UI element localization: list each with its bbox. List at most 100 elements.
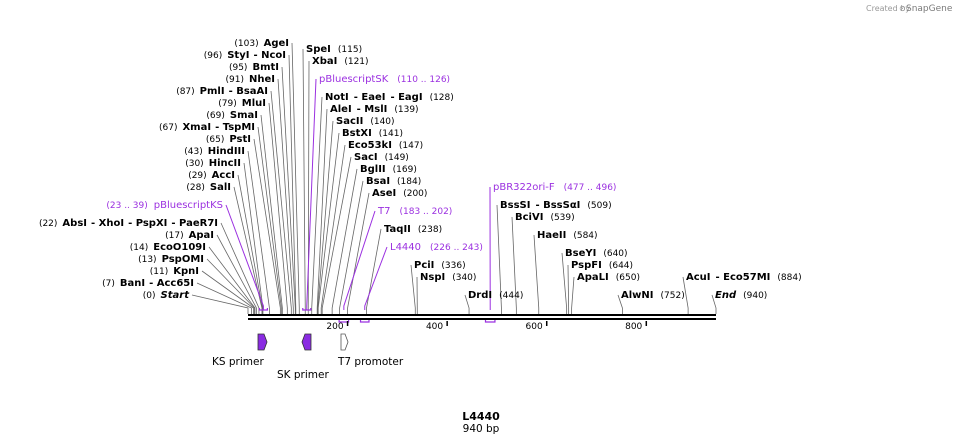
primer-pbluescriptsk[interactable]: pBluescriptSK (110 .. 126) (302, 74, 450, 311)
site-connector-line (682, 276, 689, 314)
feature-t7-promoter[interactable]: T7 promoter (337, 333, 404, 368)
site-apai[interactable]: (17) ApaI (165, 230, 214, 241)
site-label: (91) NheI (226, 74, 275, 85)
primer-pbluescriptks[interactable]: (23 .. 39) pBluescriptKS (106, 200, 269, 311)
site-xmai[interactable]: (67) XmaI - TspMI (159, 122, 255, 133)
site-eco53ki[interactable]: Eco53kI (147) (348, 140, 423, 151)
site-connector-line (561, 252, 568, 314)
site-name: AccI (212, 170, 235, 181)
site-label: TaqII (238) (384, 224, 442, 235)
site-name: PspFI (571, 260, 602, 271)
site-name: SalI (210, 182, 231, 193)
site-name: BstXI (342, 128, 372, 139)
site-absi[interactable]: (22) AbsI - XhoI - PspXI - PaeR7I (39, 218, 218, 229)
ks-primer-arrow-icon (257, 333, 268, 351)
primer-t7[interactable]: T7 (183 .. 202) (338, 206, 452, 323)
primer-pbr322ori-f[interactable]: pBR322ori-F (477 .. 496) (484, 182, 616, 323)
site-pspomi[interactable]: (13) PspOMI (138, 254, 204, 265)
site-position: (509) (587, 201, 611, 211)
site-position: (29) (188, 171, 206, 181)
site-name: StyI (227, 50, 249, 61)
site-nspi[interactable]: NspI (340) (420, 272, 476, 283)
site-asei[interactable]: AseI (200) (372, 188, 427, 199)
site-noti[interactable]: NotI - EaeI - EagI (128) (325, 92, 454, 103)
site-connector-line (307, 60, 310, 314)
site-taqii[interactable]: TaqII (238) (384, 224, 442, 235)
site-name-alt: - BsaAI (229, 86, 268, 97)
site-acui[interactable]: AcuI - Eco57MI (884) (686, 272, 802, 283)
primer-name: pBR322ori-F (493, 182, 555, 193)
feature-sk-primer[interactable]: SK primer (277, 333, 329, 381)
site-label: XbaI (121) (312, 56, 369, 67)
site-connector-line (511, 216, 517, 314)
site-bstxi[interactable]: BstXI (141) (342, 128, 403, 139)
site-bseyi[interactable]: BseYI (640) (565, 248, 628, 259)
site-bsssi[interactable]: BssSI - BssSαI (509) (500, 200, 612, 211)
site-acci[interactable]: (29) AccI (188, 170, 235, 181)
site-end[interactable]: End (940) (715, 290, 767, 301)
site-position: (96) (204, 51, 222, 61)
site-position: (650) (616, 273, 640, 283)
site-label: (43) HindIII (184, 146, 245, 157)
primer-range: (226 .. 243) (430, 243, 483, 253)
site-styi[interactable]: (96) StyI - NcoI (204, 50, 286, 61)
site-bglii[interactable]: BglII (169) (360, 164, 417, 175)
site-bmti[interactable]: (95) BmtI (229, 62, 279, 73)
t7-promoter-arrow-icon (340, 333, 349, 351)
site-kpni[interactable]: (11) KpnI (150, 266, 199, 277)
site-spei[interactable]: SpeI (115) (306, 44, 362, 55)
site-agei[interactable]: (103) AgeI (234, 38, 289, 49)
feature-ks-primer[interactable]: KS primer (212, 333, 268, 368)
site-hincii[interactable]: (30) HincII (185, 158, 241, 169)
site-bani[interactable]: (7) BanI - Acc65I (102, 278, 194, 289)
site-label: (14) EcoO109I (130, 242, 206, 253)
site-name: PmlI (200, 86, 225, 97)
site-pspfi[interactable]: PspFI (644) (571, 260, 633, 271)
site-hindiii[interactable]: (43) HindIII (184, 146, 245, 157)
site-nhei[interactable]: (91) NheI (226, 74, 275, 85)
primer-name: pBluescriptKS (154, 200, 223, 211)
site-apali[interactable]: ApaLI (650) (577, 272, 640, 283)
site-name-alt3: - PaeR7I (171, 218, 218, 229)
site-position: (584) (573, 231, 597, 241)
site-ecoo109i[interactable]: (14) EcoO109I (130, 242, 206, 253)
site-label: DrdI (444) (468, 290, 523, 301)
site-label: (30) HincII (185, 158, 241, 169)
site-haeii[interactable]: HaeII (584) (537, 230, 598, 241)
site-saci[interactable]: SacI (149) (354, 152, 409, 163)
site-pmli[interactable]: (87) PmlI - BsaAI (176, 86, 268, 97)
site-name: ApaI (189, 230, 214, 241)
site-sacii[interactable]: SacII (140) (336, 116, 395, 127)
site-position: (67) (159, 123, 177, 133)
site-start[interactable]: (0) Start (143, 290, 190, 301)
site-drdi[interactable]: DrdI (444) (468, 290, 523, 301)
site-name: DrdI (468, 290, 492, 301)
site-bcivi[interactable]: BciVI (539) (515, 212, 575, 223)
site-bsai[interactable]: BsaI (184) (366, 176, 421, 187)
site-position: (115) (338, 45, 362, 55)
primer-l4440[interactable]: L4440 (226 .. 243) (359, 242, 483, 323)
site-name: NotI (325, 92, 349, 103)
site-label: (11) KpnI (150, 266, 199, 277)
site-psti[interactable]: (65) PstI (206, 134, 251, 145)
primer-range: (110 .. 126) (397, 75, 450, 85)
site-mlui[interactable]: (79) MluI (218, 98, 266, 109)
site-name: XbaI (312, 56, 337, 67)
site-alwni[interactable]: AlwNI (752) (621, 290, 685, 301)
site-xbai[interactable]: XbaI (121) (312, 56, 369, 67)
site-position: (0) (143, 291, 156, 301)
site-label: SpeI (115) (306, 44, 362, 55)
site-position: (69) (206, 111, 224, 121)
site-pcii[interactable]: PciI (336) (414, 260, 466, 271)
site-smai[interactable]: (69) SmaI (206, 110, 258, 121)
site-label: SacI (149) (354, 152, 409, 163)
site-name: BciVI (515, 212, 543, 223)
site-connector-line (253, 138, 281, 314)
site-position: (184) (397, 177, 421, 187)
site-alei[interactable]: AleI - MslI (139) (330, 104, 419, 115)
site-name: Eco53kI (348, 140, 392, 151)
site-position: (13) (138, 255, 156, 265)
site-connector-line (496, 204, 502, 314)
map-length: 940 bp (463, 423, 500, 435)
site-sali[interactable]: (28) SalI (186, 182, 231, 193)
